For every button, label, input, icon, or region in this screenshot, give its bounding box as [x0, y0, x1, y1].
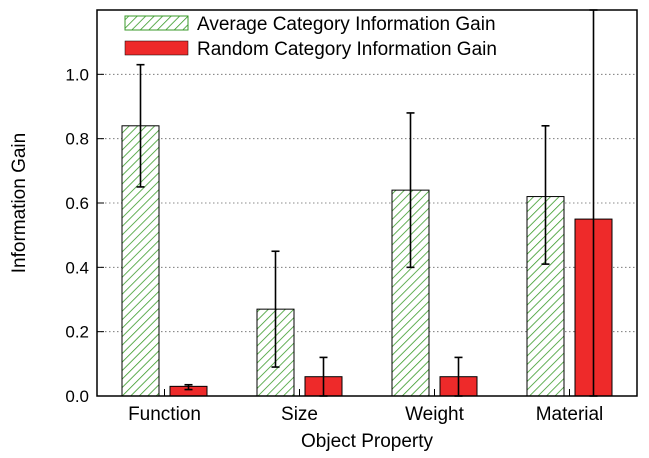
- x-tick-label-size: Size: [281, 404, 318, 425]
- y-tick-label-3: 0.6: [65, 194, 89, 213]
- y-tick-label-1: 0.2: [65, 323, 89, 342]
- error-bars: [136, 9, 598, 397]
- y-tick-label-4: 0.8: [65, 130, 89, 149]
- y-tick-label-0: 0.0: [65, 387, 89, 406]
- error-bar-random-function: [184, 383, 193, 391]
- legend-swatch-random: [124, 40, 189, 56]
- y-axis-ticks: 0.0 0.2 0.4 0.6 0.8 1.0: [65, 65, 104, 406]
- error-bar-average-function: [136, 63, 145, 188]
- y-tick-label-2: 0.4: [65, 258, 89, 277]
- legend-swatch-average: [124, 15, 189, 31]
- bars: [121, 125, 613, 397]
- x-tick-label-material: Material: [536, 404, 604, 425]
- y-tick-label-5: 1.0: [65, 65, 89, 84]
- x-tick-label-function: Function: [128, 404, 201, 425]
- x-tick-label-weight: Weight: [405, 404, 465, 425]
- x-axis-ticks: Function Size Weight Material: [128, 389, 603, 425]
- error-bar-average-size: [271, 250, 280, 368]
- legend-label-random: Random Category Information Gain: [197, 39, 497, 60]
- error-bar-average-weight: [406, 112, 415, 269]
- error-bar-average-material: [541, 125, 550, 265]
- y-axis-title: Information Gain: [9, 133, 30, 273]
- x-axis-title: Object Property: [301, 431, 433, 452]
- legend-label-average: Average Category Information Gain: [197, 14, 496, 35]
- legend: Average Category Information Gain Random…: [124, 14, 497, 60]
